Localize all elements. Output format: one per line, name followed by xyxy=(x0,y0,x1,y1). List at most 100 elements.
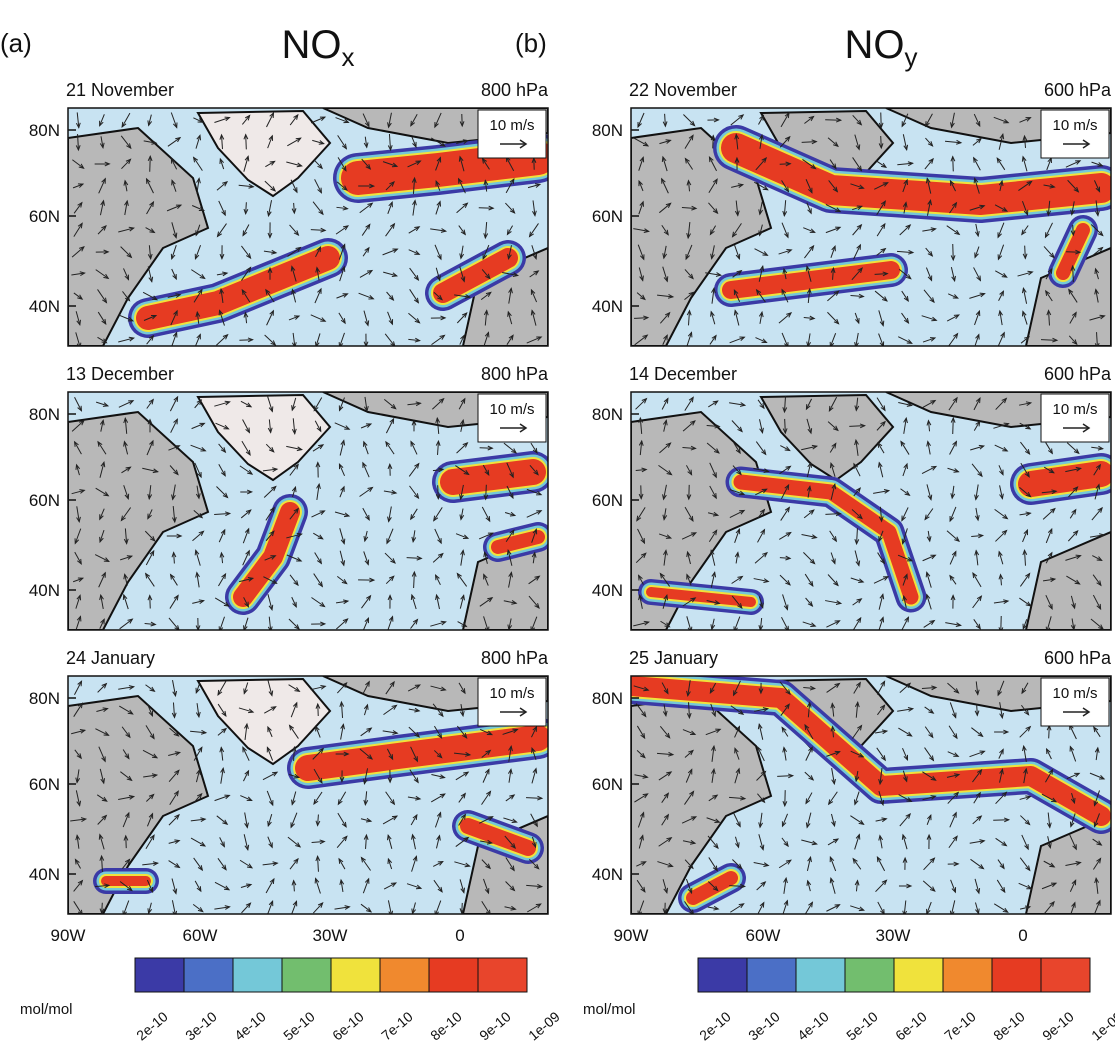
wind-arrow-head xyxy=(487,445,494,451)
wind-arrow xyxy=(167,137,181,147)
wind-arrow-head xyxy=(509,208,516,214)
wind-arrow-head xyxy=(243,133,249,140)
wind-arrow-head xyxy=(834,682,841,689)
wind-arrow xyxy=(636,725,646,739)
wind-arrow xyxy=(805,747,813,761)
wind-arrow xyxy=(195,550,201,566)
wind-arrow xyxy=(661,814,669,826)
wind-arrow xyxy=(267,813,273,827)
wind-arrow-head xyxy=(781,288,787,295)
wind-arrow xyxy=(338,312,346,324)
wind-arrow xyxy=(313,397,323,411)
wind-arrow xyxy=(1096,332,1098,346)
wind-arrow xyxy=(217,703,227,717)
wind-arrow xyxy=(802,158,816,170)
wind-arrow xyxy=(460,245,464,259)
map-panel: 10 m/s xyxy=(67,107,549,347)
wind-arrow xyxy=(803,686,815,690)
wind-arrow xyxy=(312,444,324,452)
wind-arrow xyxy=(806,418,812,434)
wind-arrow-head xyxy=(124,811,130,818)
wind-arrow xyxy=(119,705,133,715)
wind-arrow xyxy=(244,812,248,828)
wind-arrow xyxy=(338,858,346,870)
wind-arrow-head xyxy=(734,551,740,558)
wind-arrow-head xyxy=(688,291,695,297)
wind-arrow xyxy=(363,704,369,716)
wind-arrow xyxy=(412,200,416,216)
wind-arrow xyxy=(661,398,669,410)
wind-arrow-head xyxy=(878,834,884,841)
wind-arrow-head xyxy=(689,790,695,797)
wind-arrow xyxy=(926,815,932,825)
wind-arrow xyxy=(756,771,766,781)
wind-arrow-head xyxy=(929,337,937,342)
wind-arrow xyxy=(924,706,934,714)
wind-arrow-head xyxy=(782,267,788,274)
wind-arrow xyxy=(876,223,886,237)
wind-arrow xyxy=(289,725,299,739)
wind-arrow-head xyxy=(437,552,444,559)
wind-arrow-head xyxy=(666,470,673,476)
lat-label: 80N xyxy=(29,405,60,424)
wind-arrow xyxy=(831,703,835,717)
wind-arrow-head xyxy=(220,767,225,774)
wind-arrow xyxy=(387,835,393,849)
wind-arrow-head xyxy=(979,839,986,844)
wind-arrow-head xyxy=(665,202,672,208)
wind-arrow xyxy=(72,183,84,189)
wind-arrow xyxy=(681,207,697,209)
wind-arrow-head xyxy=(320,621,327,627)
wind-arrow-head xyxy=(461,312,468,318)
wind-arrow xyxy=(291,397,297,411)
wind-arrow-head xyxy=(174,813,180,820)
wind-arrow xyxy=(143,315,157,321)
wind-arrow xyxy=(924,508,934,520)
wind-arrow-head xyxy=(389,222,396,229)
wind-arrow xyxy=(316,267,320,281)
wind-arrow-head xyxy=(533,469,539,476)
wind-arrow xyxy=(149,156,151,172)
wind-arrow-head xyxy=(1093,726,1099,733)
wind-arrow xyxy=(74,528,82,544)
wind-arrow xyxy=(780,507,790,521)
wind-arrow xyxy=(682,597,696,607)
wind-arrow xyxy=(759,224,763,236)
wind-arrow-head xyxy=(927,275,933,282)
lat-label: 40N xyxy=(592,865,623,884)
wind-arrow xyxy=(852,598,862,606)
wind-arrow-head xyxy=(507,253,512,261)
wind-arrow xyxy=(217,728,227,736)
wind-arrow xyxy=(898,794,912,802)
wind-arrow xyxy=(923,857,935,871)
wind-arrow-head xyxy=(101,814,108,821)
wind-arrow xyxy=(951,112,955,128)
wind-arrow-head xyxy=(954,229,961,236)
wind-arrow xyxy=(437,441,439,455)
wind-arrow-head xyxy=(808,115,815,122)
wind-arrow xyxy=(805,902,813,914)
wind-arrow xyxy=(431,773,445,779)
wind-arrow-head xyxy=(639,834,644,841)
wind-arrow xyxy=(1019,512,1031,516)
wind-arrow xyxy=(1090,224,1104,236)
wind-arrow-head xyxy=(953,688,960,694)
wind-arrow xyxy=(530,813,538,827)
wind-arrow-head xyxy=(439,141,446,147)
wind-arrow-head xyxy=(1026,180,1033,186)
panel-date: 13 December xyxy=(66,364,174,384)
wind-arrow xyxy=(827,290,839,302)
wind-arrow xyxy=(730,903,744,913)
wind-arrow xyxy=(1069,880,1077,892)
wind-arrow-head xyxy=(978,444,986,450)
wind-arrow xyxy=(502,272,518,276)
wind-arrow-head xyxy=(76,615,82,622)
wind-arrow-head xyxy=(368,295,375,300)
wind-arrow xyxy=(1072,266,1074,282)
wind-arrow-head xyxy=(954,536,961,543)
wind-arrow xyxy=(239,339,253,341)
wind-arrow xyxy=(456,725,468,739)
wind-arrow-head xyxy=(223,424,230,430)
wind-arrow-head xyxy=(929,297,935,304)
wind-arrow-head xyxy=(737,575,744,581)
